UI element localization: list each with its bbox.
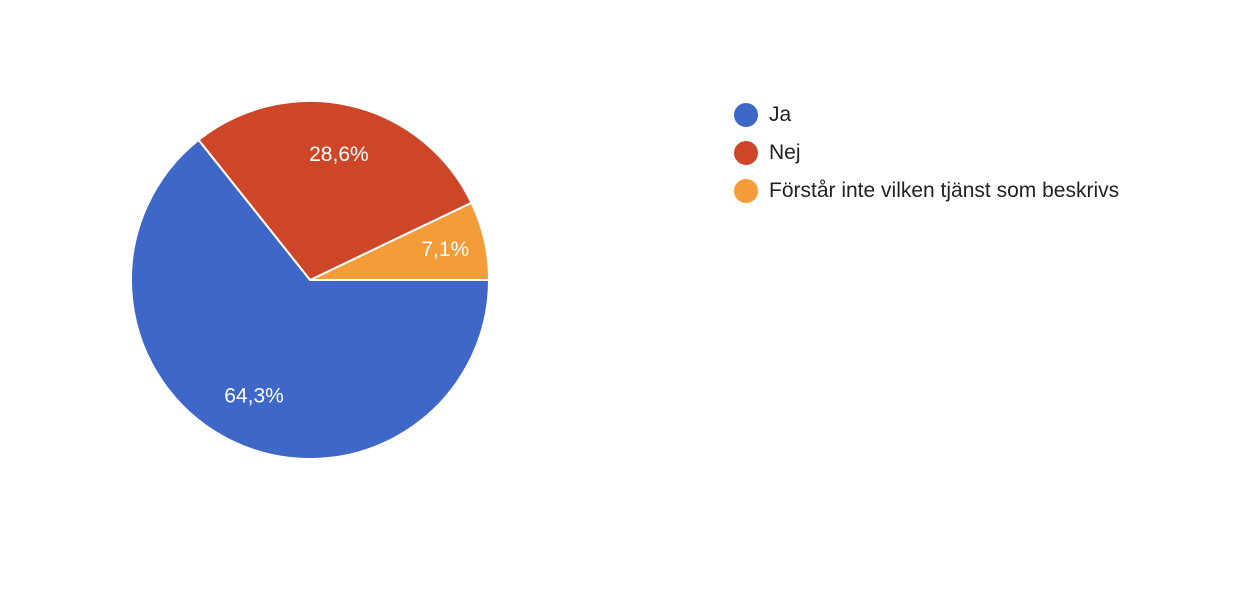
pie-slice-nej[interactable]	[197, 100, 473, 282]
pie-slice-ja[interactable]	[130, 138, 491, 460]
legend-label-ja: Ja	[769, 103, 792, 126]
legend-item-forstar-inte[interactable]: Förstår inte vilken tjänst som beskrivs	[734, 172, 1119, 210]
slice-value-label-forstar-inte: 7,1%	[421, 238, 469, 261]
legend-item-ja[interactable]: Ja	[734, 96, 1119, 134]
legend-label-forstar-inte: Förstår inte vilken tjänst som beskrivs	[769, 179, 1120, 202]
legend-swatch-nej	[734, 141, 758, 165]
legend-label-nej: Nej	[769, 141, 801, 164]
legend-swatch-ja	[734, 103, 758, 127]
slice-value-label-ja: 64,3%	[224, 385, 284, 408]
legend: Ja Nej Förstår inte vilken tjänst som be…	[734, 96, 1119, 210]
legend-item-nej[interactable]: Nej	[734, 134, 1119, 172]
slice-value-label-nej: 28,6%	[309, 143, 369, 166]
legend-swatch-forstar-inte	[734, 179, 758, 203]
